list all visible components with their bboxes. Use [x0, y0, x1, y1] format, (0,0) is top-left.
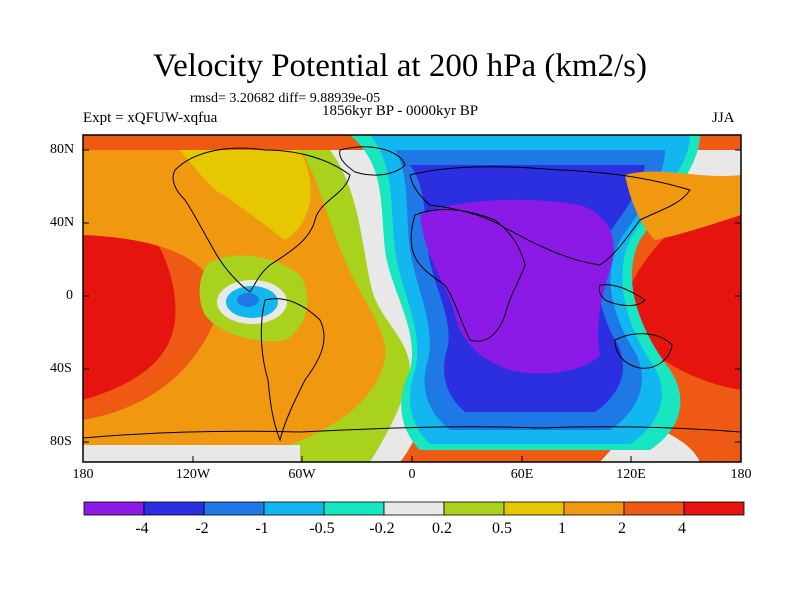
colorbar-label: 0.2 [432, 520, 452, 537]
colorbar-label: 4 [678, 520, 686, 537]
velocity-potential-field [83, 135, 741, 462]
colorbar-swatch [443, 501, 505, 516]
australia-outline [614, 333, 673, 369]
africa-outline [410, 209, 526, 342]
colorbar-label: -4 [135, 520, 149, 537]
antarctica-outline [83, 426, 741, 439]
season-label: JJA [712, 110, 735, 126]
period-label: 1856kyr BP - 0000kyr BP [322, 103, 479, 119]
colorbar-swatch [383, 501, 445, 516]
ytick-label-80s: 80S [50, 434, 72, 449]
eurasia-outline [409, 166, 691, 266]
colorbar-label: -2 [195, 520, 209, 537]
colorbar-swatch [623, 501, 685, 516]
colorbar-swatch [143, 501, 205, 516]
xtick-label-120e: 120E [616, 467, 646, 482]
colorbar-swatch [263, 501, 325, 516]
field-neutral-band [330, 150, 433, 462]
ytick-label-40n: 40N [50, 215, 75, 230]
field-orange-asia [625, 171, 741, 240]
colorbar-swatch [323, 501, 385, 516]
colorbar-swatch [503, 501, 565, 516]
colorbar-label: 0.5 [492, 520, 512, 537]
north-america-outline [172, 147, 351, 293]
colorbar-swatch [203, 501, 265, 516]
xtick-label-180e: 180 [730, 467, 752, 482]
xtick-label-120w: 120W [175, 467, 211, 482]
colorbar-label: -0.2 [369, 520, 395, 537]
experiment-label: Expt = xQFUW-xqfua [83, 110, 218, 126]
ytick-label-80n: 80N [50, 142, 75, 157]
colorbar-label: 1 [558, 520, 566, 537]
xtick-label-60w: 60W [288, 467, 316, 482]
axis-ticks [82, 149, 742, 462]
coastlines [83, 146, 741, 442]
colorbar-swatch [83, 501, 145, 516]
indonesia-outline [598, 284, 646, 307]
stats-text: rmsd= 3.20682 diff= 9.88939e-05 [190, 91, 381, 106]
field-neutral-south [83, 445, 300, 462]
colorbar [83, 501, 745, 516]
field-blue-blob [237, 293, 259, 307]
colorbar-label: -1 [255, 520, 269, 537]
colorbar-label: -0.5 [309, 520, 335, 537]
colorbar-swatch [683, 501, 745, 516]
field-purple-core [420, 199, 614, 374]
south-america-outline [260, 298, 325, 442]
ytick-label-0: 0 [66, 288, 73, 303]
xtick-label-180w: 180 [72, 467, 94, 482]
colorbar-label: 2 [618, 520, 626, 537]
colorbar-swatch [563, 501, 625, 516]
field-yellow-na [180, 150, 311, 240]
xtick-label-0: 0 [408, 467, 416, 482]
ytick-label-40s: 40S [50, 361, 72, 376]
greenland-outline [339, 146, 406, 176]
figure-title: Velocity Potential at 200 hPa (km2/s) [152, 48, 648, 84]
field-pacific-core-east [624, 180, 741, 390]
xtick-label-60e: 60E [510, 467, 534, 482]
